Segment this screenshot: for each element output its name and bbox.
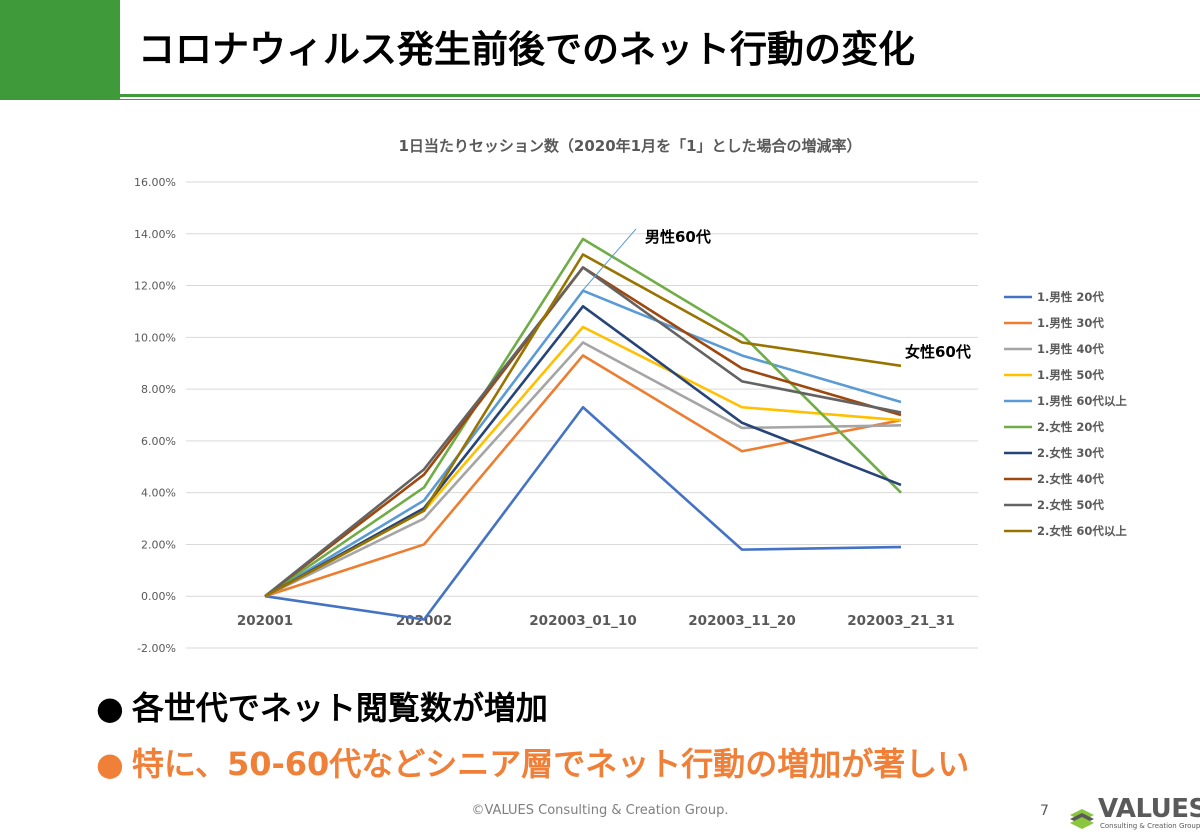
header-divider <box>120 94 1200 97</box>
annotation-female-60s: 女性60代 <box>905 343 971 361</box>
legend-entry: 2.女性 40代 <box>1037 472 1104 486</box>
page-title: コロナウィルス発生前後でのネット行動の変化 <box>138 28 915 71</box>
chart-annotations: 男性60代 女性60代 <box>582 228 971 361</box>
header-accent-block <box>0 0 120 100</box>
legend-entry: 2.女性 50代 <box>1037 498 1104 512</box>
page-number: 7 <box>1040 803 1049 819</box>
y-tick-label: -2.00% <box>137 642 176 655</box>
series-line-4 <box>264 325 902 598</box>
legend-entry: 1.男性 60代以上 <box>1037 394 1127 408</box>
legend-entry: 1.男性 40代 <box>1037 342 1104 356</box>
y-tick-label: 4.00% <box>141 487 176 500</box>
series-line-3 <box>264 341 902 598</box>
series-line-8 <box>264 266 902 598</box>
footer-copyright: ©VALUES Consulting & Creation Group. <box>471 803 729 818</box>
y-tick-label: 8.00% <box>141 383 176 396</box>
x-axis-ticks: 202001 202002 202003_01_10 202003_11_20 2020… <box>237 613 955 629</box>
chart-gridlines <box>186 181 978 649</box>
legend-entry: 2.女性 20代 <box>1037 420 1104 434</box>
annotation-leader-line <box>582 228 637 291</box>
series-line-5 <box>264 289 902 598</box>
bullet-text: 特に、50-60代などシニア層でネット行動の増加が著しい <box>131 745 970 783</box>
stacked-layers-logo-icon <box>1070 809 1094 829</box>
series-line-7 <box>264 304 902 598</box>
legend-entry: 2.女性 30代 <box>1037 446 1104 460</box>
chart-series <box>264 237 902 621</box>
y-tick-label: 10.00% <box>134 331 176 344</box>
legend-entry: 1.男性 30代 <box>1037 316 1104 330</box>
series-line-9 <box>264 266 902 598</box>
series-line-6 <box>264 237 902 598</box>
x-tick-label: 202003_01_10 <box>529 613 636 629</box>
bullet-marker: ● <box>96 689 124 727</box>
annotation-male-60s: 男性60代 <box>645 228 711 246</box>
y-tick-label: 0.00% <box>141 590 176 603</box>
x-tick-label: 202001 <box>237 613 293 629</box>
bullet-1: ● 各世代でネット閲覧数が増加 <box>96 688 548 728</box>
y-tick-label: 14.00% <box>134 228 176 241</box>
series-line-2 <box>264 354 902 598</box>
bullet-marker: ● <box>96 745 124 783</box>
x-tick-label: 202003_11_20 <box>688 613 795 629</box>
series-line-10 <box>264 253 902 598</box>
x-tick-label: 202003_21_31 <box>847 613 954 629</box>
y-tick-label: 2.00% <box>141 538 176 551</box>
legend-entry: 1.男性 20代 <box>1037 290 1104 304</box>
y-tick-label: 6.00% <box>141 435 176 448</box>
series-line-1 <box>264 405 902 621</box>
chart-legend: 1.男性 20代 1.男性 30代 1.男性 40代 1.男性 50代 1.男性 60代… <box>1004 290 1127 538</box>
bullet-2: ● 特に、50-60代などシニア層でネット行動の増加が著しい <box>96 744 969 784</box>
y-tick-label: 12.00% <box>134 280 176 293</box>
chart-title: 1日当たりセッション数（2020年1月を「1」とした場合の増減率） <box>398 137 861 155</box>
y-tick-label: 16.00% <box>134 176 176 189</box>
header-divider-thin <box>120 99 1200 100</box>
line-chart: 1日当たりセッション数（2020年1月を「1」とした場合の増減率） 16.00%… <box>134 137 1127 655</box>
bullet-text: 各世代でネット閲覧数が増加 <box>131 689 548 727</box>
logo-name: VALUES <box>1098 794 1200 824</box>
logo-subtitle: Consulting & Creation Group <box>1100 822 1200 830</box>
legend-entry: 1.男性 50代 <box>1037 368 1104 382</box>
legend-entry: 2.女性 60代以上 <box>1037 524 1127 538</box>
y-axis-ticks: 16.00% 14.00% 12.00% 10.00% 8.00% 6.00% 4.00% 2… <box>134 176 176 655</box>
